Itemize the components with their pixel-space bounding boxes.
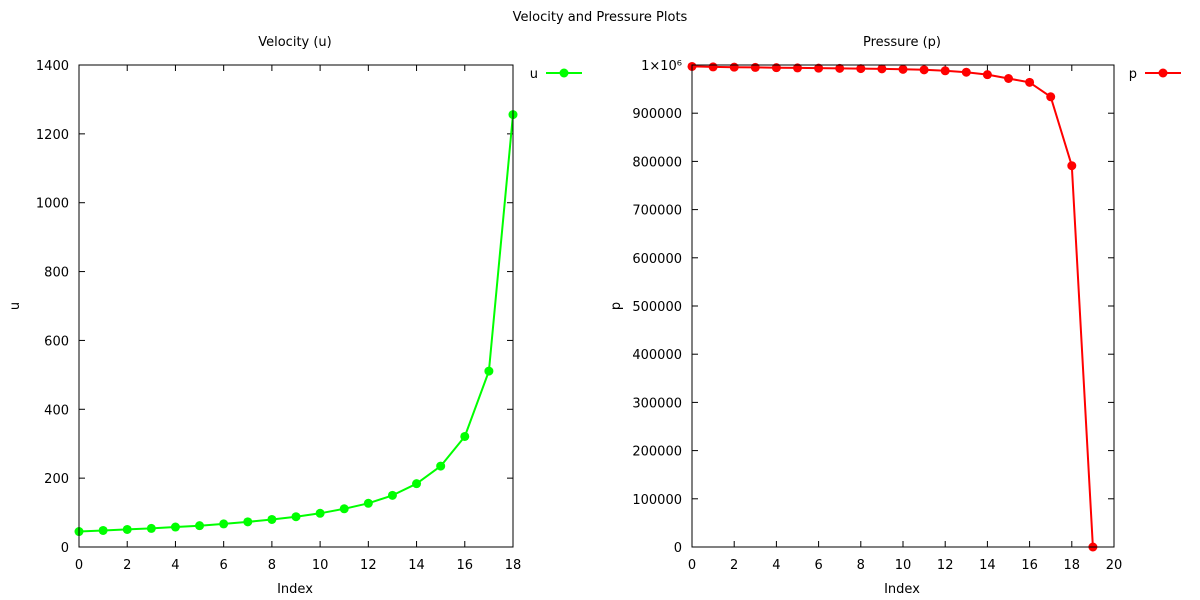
y-tick-label: 600 bbox=[44, 334, 69, 349]
x-tick-label: 2 bbox=[123, 558, 131, 573]
y-tick-label: 900000 bbox=[632, 107, 682, 122]
x-tick-label: 2 bbox=[730, 558, 738, 573]
y-tick-label: 200 bbox=[44, 472, 69, 487]
data-point bbox=[940, 66, 950, 76]
legend: p bbox=[1129, 67, 1181, 82]
x-tick-label: 10 bbox=[895, 558, 912, 573]
x-tick-label: 6 bbox=[220, 558, 228, 573]
x-tick-label: 12 bbox=[360, 558, 377, 573]
x-tick-label: 16 bbox=[1021, 558, 1038, 573]
axis-ticks: 0 2 4 6 8 10 12 14 16 18 20 0 100000 200000 300000 4000… bbox=[632, 59, 1122, 573]
data-point bbox=[877, 64, 887, 74]
y-tick-label: 1400 bbox=[36, 59, 69, 74]
data-point bbox=[339, 504, 349, 514]
data-point bbox=[961, 67, 971, 77]
y-tick-label: 1000 bbox=[36, 197, 69, 212]
data-point bbox=[814, 63, 824, 73]
y-tick-label: 600000 bbox=[632, 252, 682, 267]
data-point bbox=[982, 70, 992, 80]
data-point bbox=[195, 521, 205, 531]
y-tick-label: 800 bbox=[44, 266, 69, 281]
x-tick-label: 0 bbox=[75, 558, 83, 573]
x-tick-label: 18 bbox=[505, 558, 522, 573]
data-point bbox=[460, 431, 470, 441]
data-marks bbox=[74, 110, 518, 537]
data-point bbox=[291, 512, 301, 522]
data-point bbox=[1004, 73, 1013, 83]
y-tick-label: 300000 bbox=[632, 396, 682, 411]
x-axis-label: Index bbox=[277, 582, 313, 597]
y-tick-label: 400000 bbox=[632, 348, 682, 363]
series-line bbox=[78, 114, 514, 533]
data-point bbox=[729, 62, 739, 72]
y-tick-label: 500000 bbox=[632, 300, 682, 315]
data-point bbox=[387, 490, 397, 500]
y-tick-label: 700000 bbox=[632, 204, 682, 219]
data-point bbox=[856, 64, 866, 74]
y-tick-label: 100000 bbox=[632, 493, 682, 508]
x-tick-label: 10 bbox=[312, 558, 329, 573]
plot-frame bbox=[691, 64, 1115, 548]
legend-marker bbox=[1158, 68, 1168, 78]
y-tick-label: 0 bbox=[61, 541, 69, 556]
y-tick-label: 0 bbox=[674, 541, 682, 556]
y-tick-label: 1200 bbox=[36, 128, 69, 143]
y-axis-label: p bbox=[609, 302, 624, 310]
data-point bbox=[1025, 77, 1035, 87]
legend-marker bbox=[559, 68, 569, 78]
legend-label: u bbox=[530, 67, 538, 82]
data-point bbox=[898, 64, 908, 74]
data-point bbox=[267, 514, 277, 524]
y-tick-label: 400 bbox=[44, 403, 69, 418]
x-tick-label: 0 bbox=[688, 558, 696, 573]
x-tick-label: 4 bbox=[772, 558, 780, 573]
legend-label: p bbox=[1129, 67, 1137, 82]
data-point bbox=[750, 62, 760, 72]
data-point bbox=[919, 65, 929, 75]
data-point bbox=[219, 519, 229, 529]
x-tick-label: 16 bbox=[457, 558, 474, 573]
x-tick-label: 18 bbox=[1064, 558, 1081, 573]
x-tick-label: 8 bbox=[857, 558, 865, 573]
x-tick-label: 6 bbox=[814, 558, 822, 573]
x-tick-label: 4 bbox=[171, 558, 179, 573]
data-point bbox=[793, 63, 802, 73]
y-tick-label: 800000 bbox=[632, 155, 682, 170]
data-point bbox=[170, 522, 180, 532]
y-axis-label: u bbox=[8, 302, 23, 310]
plot-frame bbox=[78, 64, 514, 548]
figure-title: Velocity and Pressure Plots bbox=[513, 10, 688, 25]
chart-title: Pressure (p) bbox=[863, 35, 941, 50]
data-point bbox=[98, 525, 108, 535]
data-point bbox=[1067, 161, 1077, 171]
data-point bbox=[146, 523, 156, 533]
data-point bbox=[835, 63, 845, 73]
data-point bbox=[412, 479, 422, 489]
data-point bbox=[243, 517, 253, 527]
series-line bbox=[691, 65, 1094, 548]
data-marks bbox=[687, 61, 1098, 552]
chart-title: Velocity (u) bbox=[258, 35, 332, 50]
data-point bbox=[484, 366, 494, 376]
x-axis-label: Index bbox=[884, 582, 920, 597]
pressure-chart: Pressure (p) Index p 0 2 4 6 8 10 12 14 16 18 20 0 1… bbox=[609, 35, 1181, 597]
x-tick-label: 20 bbox=[1106, 558, 1123, 573]
axis-ticks: 0 2 4 6 8 10 12 14 16 18 0 200 400 600 800 1000 1200 1400 bbox=[36, 59, 521, 573]
velocity-chart: Velocity (u) Index u 0 2 4 6 8 10 12 14 16 18 0 200… bbox=[8, 35, 582, 597]
data-point bbox=[436, 461, 446, 471]
data-point bbox=[708, 62, 718, 72]
legend: u bbox=[530, 67, 582, 82]
data-point bbox=[122, 524, 132, 534]
data-point bbox=[1046, 92, 1056, 102]
data-point bbox=[363, 498, 373, 508]
x-tick-label: 12 bbox=[937, 558, 954, 573]
x-tick-label: 14 bbox=[979, 558, 996, 573]
x-tick-label: 8 bbox=[268, 558, 276, 573]
data-point bbox=[315, 508, 325, 518]
y-tick-label: 1×10⁶ bbox=[641, 59, 682, 74]
x-tick-label: 14 bbox=[408, 558, 425, 573]
y-tick-label: 200000 bbox=[632, 445, 682, 460]
